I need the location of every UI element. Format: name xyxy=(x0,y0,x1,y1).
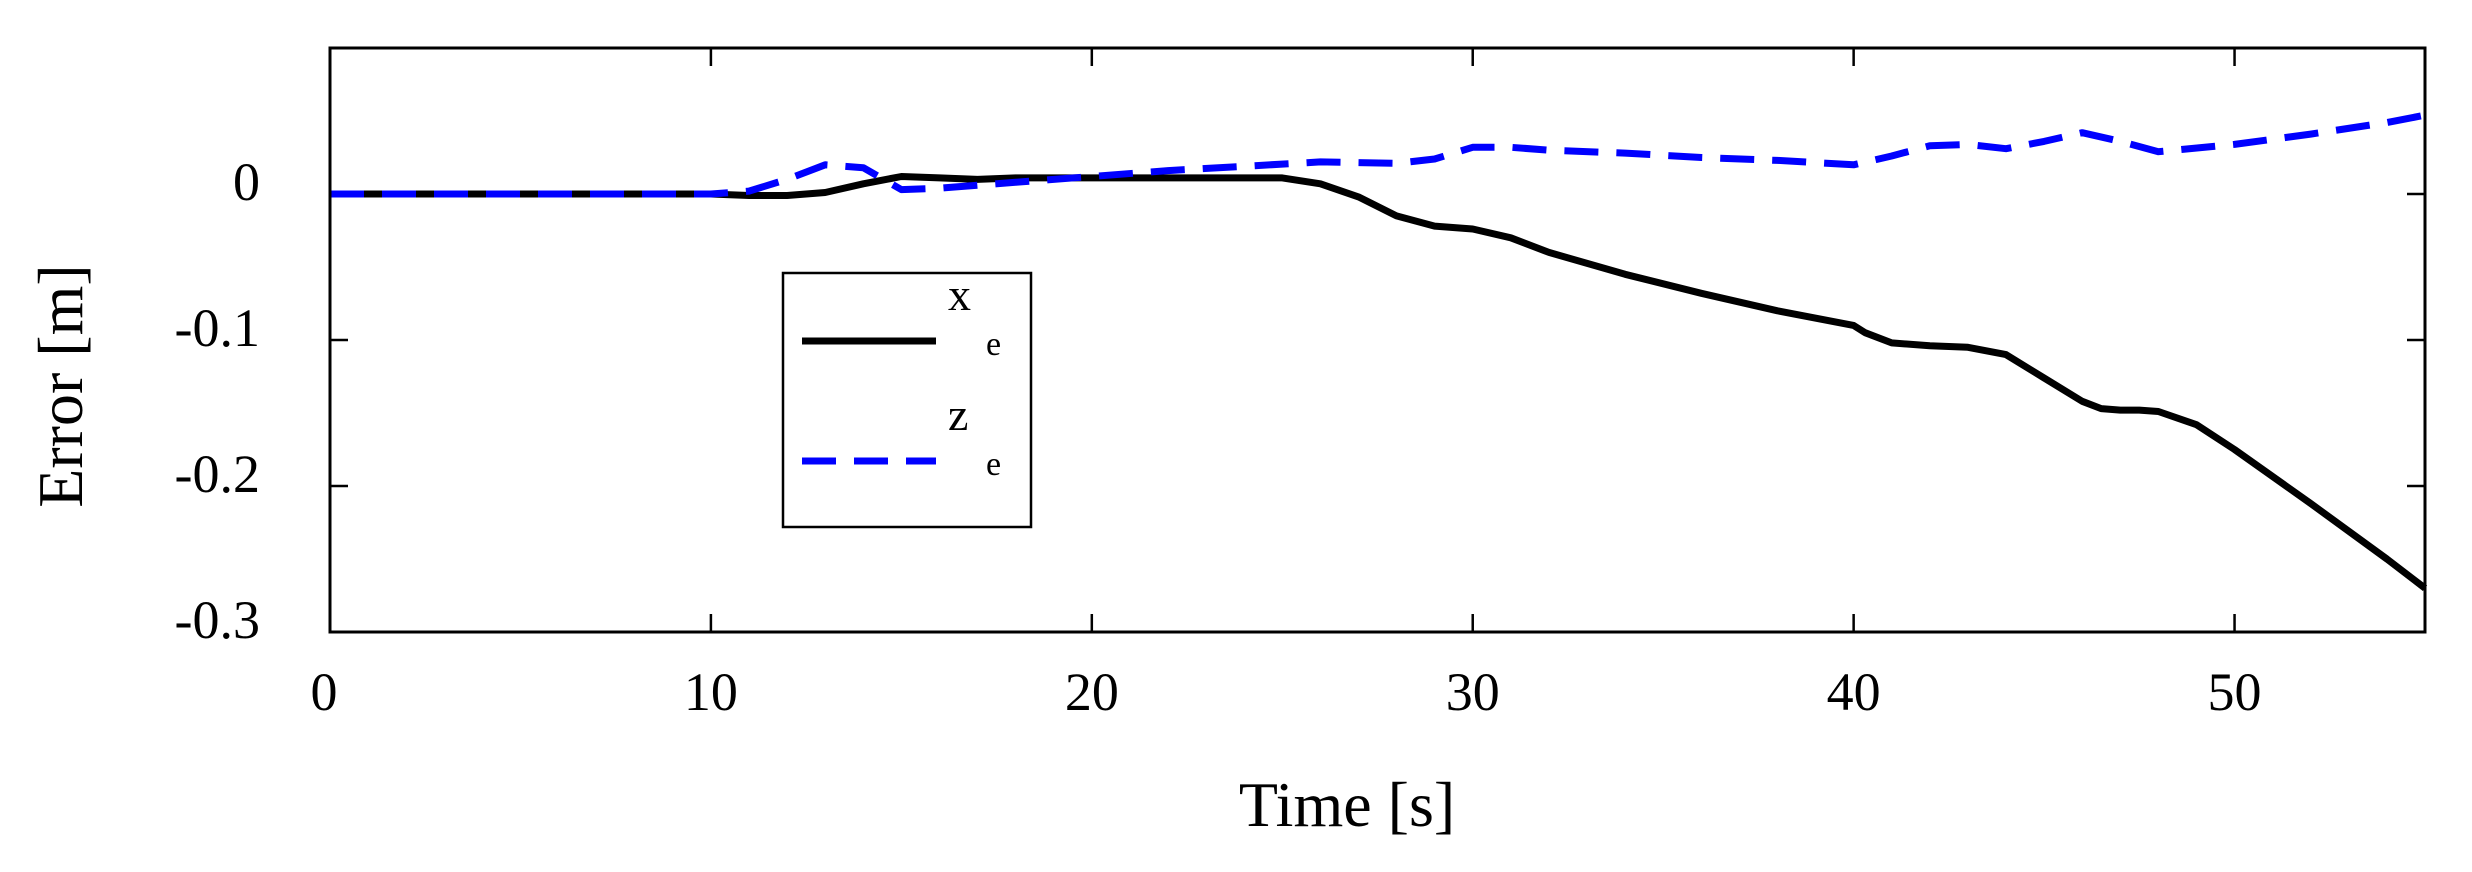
axis-tick-labels: 0 10 20 30 40 50 0 -0.1 -0.2 -0.3 xyxy=(175,152,2262,722)
legend-box xyxy=(781,271,1033,529)
series-line-z-e xyxy=(330,111,2426,198)
series-layer xyxy=(330,111,2428,591)
x-tick-label: 20 xyxy=(1065,662,1119,722)
y-tick-label: -0.2 xyxy=(175,444,260,504)
x-tick-label: 30 xyxy=(1446,662,1500,722)
y-tick-label: -0.1 xyxy=(175,298,260,358)
legend-label-x-subscript: e xyxy=(986,326,1001,363)
x-tick-label: 0 xyxy=(311,662,338,722)
x-axis-label: Time [s] xyxy=(1239,769,1455,840)
legend-label-x: x xyxy=(948,269,971,320)
plot-frame xyxy=(328,46,2427,634)
legend: x e z e xyxy=(781,269,1033,529)
y-tick-label: -0.3 xyxy=(175,590,260,650)
series-line-x-e xyxy=(330,173,2428,591)
x-tick-label: 50 xyxy=(2208,662,2262,722)
legend-label-z: z xyxy=(948,389,968,440)
y-axis-label: Error [m] xyxy=(25,264,96,507)
x-tick-label: 10 xyxy=(684,662,738,722)
legend-label-z-subscript: e xyxy=(986,446,1001,483)
y-tick-label: 0 xyxy=(233,152,260,212)
x-tick-label: 40 xyxy=(1827,662,1881,722)
